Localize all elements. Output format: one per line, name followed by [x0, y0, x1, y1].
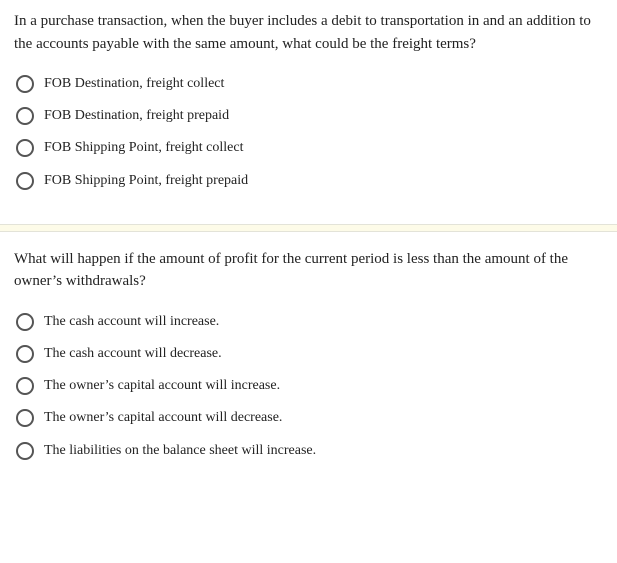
option-row[interactable]: FOB Destination, freight prepaid: [16, 107, 603, 125]
question-prompt: In a purchase transaction, when the buye…: [14, 10, 603, 55]
option-row[interactable]: The cash account will decrease.: [16, 345, 603, 363]
options-list: FOB Destination, freight collect FOB Des…: [14, 75, 603, 190]
option-row[interactable]: The owner’s capital account will increas…: [16, 377, 603, 395]
question-prompt: What will happen if the amount of profit…: [14, 248, 603, 293]
option-label: The cash account will decrease.: [44, 345, 222, 363]
radio-icon[interactable]: [16, 409, 34, 427]
option-row[interactable]: The owner’s capital account will decreas…: [16, 409, 603, 427]
radio-icon[interactable]: [16, 75, 34, 93]
option-label: FOB Shipping Point, freight collect: [44, 139, 244, 157]
radio-icon[interactable]: [16, 313, 34, 331]
option-label: FOB Destination, freight prepaid: [44, 107, 229, 125]
radio-icon[interactable]: [16, 442, 34, 460]
question-divider: [0, 224, 617, 232]
radio-icon[interactable]: [16, 107, 34, 125]
option-label: The owner’s capital account will decreas…: [44, 409, 282, 427]
radio-icon[interactable]: [16, 345, 34, 363]
option-row[interactable]: FOB Shipping Point, freight collect: [16, 139, 603, 157]
question-block-1: In a purchase transaction, when the buye…: [0, 0, 617, 206]
option-row[interactable]: FOB Shipping Point, freight prepaid: [16, 172, 603, 190]
option-row[interactable]: FOB Destination, freight collect: [16, 75, 603, 93]
options-list: The cash account will increase. The cash…: [14, 313, 603, 460]
question-block-2: What will happen if the amount of profit…: [0, 238, 617, 476]
radio-icon[interactable]: [16, 377, 34, 395]
option-row[interactable]: The cash account will increase.: [16, 313, 603, 331]
radio-icon[interactable]: [16, 139, 34, 157]
option-label: The owner’s capital account will increas…: [44, 377, 280, 395]
option-label: The liabilities on the balance sheet wil…: [44, 442, 316, 460]
option-label: FOB Shipping Point, freight prepaid: [44, 172, 248, 190]
option-label: FOB Destination, freight collect: [44, 75, 224, 93]
option-label: The cash account will increase.: [44, 313, 219, 331]
option-row[interactable]: The liabilities on the balance sheet wil…: [16, 442, 603, 460]
radio-icon[interactable]: [16, 172, 34, 190]
